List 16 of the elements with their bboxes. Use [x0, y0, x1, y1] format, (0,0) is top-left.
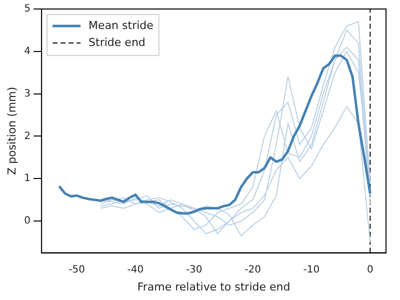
y-tick-label: 0 [24, 216, 31, 227]
y-tick-label: 3 [24, 88, 31, 100]
x-tick-label: -20 [244, 264, 261, 276]
y-tick-label: 4 [24, 46, 31, 57]
x-axis-title: Frame relative to stride end [137, 280, 290, 294]
y-tick-label: 1 [24, 173, 31, 184]
x-tick-label: -10 [303, 264, 320, 276]
x-tick-label: -50 [68, 264, 85, 276]
x-tick-label: 0 [366, 264, 374, 276]
x-tick-label: -30 [186, 264, 202, 276]
y-tick-label: 5 [24, 4, 31, 15]
legend-label: Mean stride [88, 18, 154, 32]
y-axis-title: Z position (mm) [5, 86, 18, 175]
y-tick-label: 2 [24, 130, 31, 142]
x-tick-label: -40 [127, 264, 144, 276]
ref-line-label: Stride end [88, 36, 146, 49]
